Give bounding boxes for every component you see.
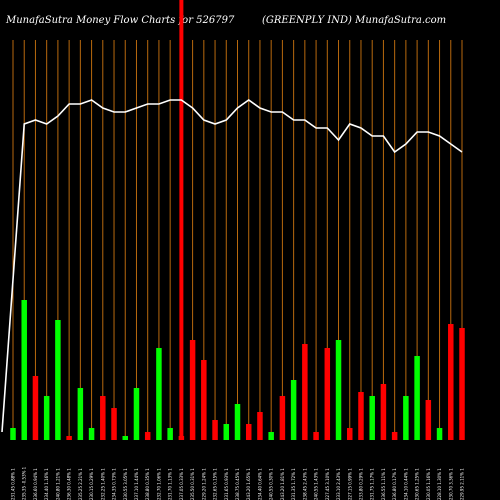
x-tick-label: 231.70 1.13% 1 (168, 468, 173, 500)
bar (290, 380, 297, 440)
bar (257, 412, 263, 440)
vertical-grid (12, 40, 463, 440)
x-tick-label: 227.15 0.99% 1 (347, 468, 352, 500)
x-tick-label: 230.70 3.36% 1 (448, 468, 453, 500)
bar (32, 376, 39, 440)
x-tick-label: 240.55 1.43% 1 (314, 468, 319, 500)
x-tick-label: 231.65 0.93% 1 (224, 468, 229, 500)
bar (223, 424, 230, 440)
bar (391, 432, 398, 440)
bar (77, 388, 84, 440)
x-tick-label: 235.35 -0.53% 1 (22, 466, 27, 500)
bar (55, 320, 61, 440)
bar (88, 428, 95, 440)
x-tick-label: 228.10 1.30% 1 (437, 468, 442, 500)
bar (189, 340, 196, 440)
x-tick-labels: 231.45 0.88% 1 235.35 -0.53% 1 236.60 0.94… (11, 466, 465, 500)
bar (425, 400, 432, 440)
bar (245, 424, 252, 440)
x-tick-label: 234.10 0.44% 1 (403, 468, 408, 500)
x-tick-label: 230.65 1.25% 1 (415, 468, 420, 500)
x-tick-label: 237.10 1.44% 1 (134, 468, 139, 500)
x-tick-label: 230.55 3.05% 1 (123, 468, 128, 500)
bar (10, 428, 16, 440)
x-tick-label: 231.45 0.88% 1 (11, 468, 16, 500)
x-tick-label: 238.80 0.35% 1 (145, 468, 150, 500)
x-tick-label: 232.25 1.40% 1 (100, 468, 105, 500)
bar (43, 396, 50, 440)
x-tick-label: 237.05 0.33% 1 (179, 468, 184, 500)
x-tick-label: 238.45 2.43% 1 (302, 468, 307, 500)
bar (414, 356, 420, 440)
x-tick-label: 229.20 1.24% 1 (201, 468, 206, 500)
bar (324, 348, 331, 440)
bar (66, 436, 72, 440)
bar (201, 360, 207, 440)
x-tick-label: 236.55 1.11% 1 (381, 468, 386, 500)
x-tick-label: 233.80 0.29% 1 (358, 468, 363, 500)
x-tick-label: 236.60 0.94% 1 (33, 468, 38, 500)
bar (279, 396, 286, 440)
x-tick-label: 234.40 0.64% 1 (257, 468, 262, 500)
bar (167, 428, 173, 440)
x-tick-label: 240.55 0.30% 1 (269, 468, 274, 500)
bar (369, 396, 375, 440)
bar (21, 300, 27, 440)
spike-bar-group (179, 0, 184, 440)
bar (448, 324, 454, 440)
x-tick-label: 232.65 0.15% 1 (213, 468, 218, 500)
x-tick-label: 236.30 0.48% 1 (67, 468, 72, 500)
bar (268, 432, 274, 440)
bar (122, 436, 128, 440)
x-tick-label: 240.80 1.21% 1 (55, 468, 60, 500)
x-tick-label: 233.10 2.43% 1 (336, 468, 341, 500)
bar (302, 344, 308, 440)
bar (380, 384, 387, 440)
bar (234, 404, 241, 440)
bar-series (10, 300, 465, 440)
x-tick-label: 230.15 0.29% 1 (89, 468, 94, 500)
x-tick-label: 238.75 0.45% 1 (235, 468, 240, 500)
x-tick-label: 232.70 1.06% 1 (156, 468, 161, 500)
bar (335, 340, 342, 440)
x-tick-label: 234.40 1.16% 1 (44, 468, 49, 500)
bar (403, 396, 409, 440)
bar (100, 396, 106, 440)
x-tick-label: 235.25 2.21% 1 (78, 468, 83, 500)
x-tick-label: 229.95 2.11% 1 (460, 468, 465, 500)
bar (313, 432, 319, 440)
x-tick-label: 243.20 1.65% 1 (246, 468, 251, 500)
chart-title-left: MunafaSutra Money Flow Charts for 526797 (5, 15, 235, 26)
chart-title-right: (GREENPLY IND) MunafaSutra.com (262, 15, 446, 26)
x-tick-label: 236.80 0.17% 1 (392, 468, 397, 500)
bar (212, 420, 218, 440)
x-tick-label: 243.20 1.81% 1 (280, 468, 285, 500)
x-tick-label: 235.50 0.31% 1 (190, 468, 195, 500)
x-tick-label: 231.75 1.17% 1 (370, 468, 375, 500)
bar (111, 408, 117, 440)
x-tick-label: 230.05 1.16% 1 (426, 468, 431, 500)
bar (459, 328, 465, 440)
price-line-group (1, 99, 463, 433)
bar (133, 388, 140, 440)
spike-bar (179, 0, 184, 440)
x-tick-label: 231.35 1.72% 1 (291, 468, 296, 500)
x-tick-label: 227.45 3.10% 1 (325, 468, 330, 500)
bar (144, 432, 151, 440)
bar (347, 428, 353, 440)
bar (436, 428, 443, 440)
bar (358, 392, 364, 440)
x-tick-label: 234.35 0.73% 1 (112, 468, 117, 500)
price-line (1, 99, 463, 433)
bar (156, 348, 162, 440)
